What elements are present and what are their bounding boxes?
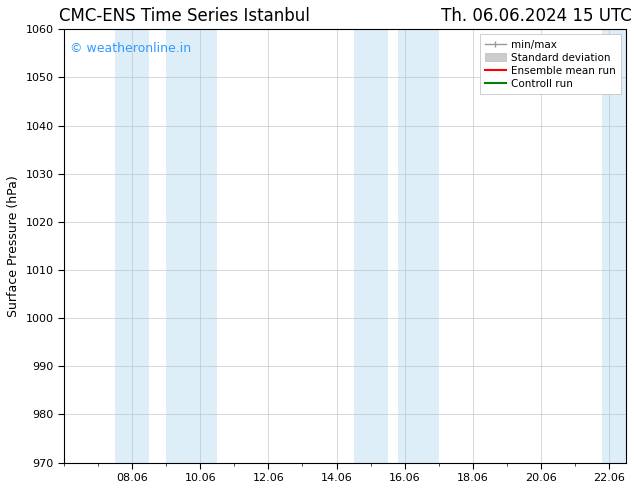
Bar [115, 29, 149, 463]
Bar [354, 29, 387, 463]
Title: CMC-ENS Time Series Istanbul                         Th. 06.06.2024 15 UTC: CMC-ENS Time Series Istanbul Th. 06.06.2… [59, 7, 631, 25]
Y-axis label: Surface Pressure (hPa): Surface Pressure (hPa) [7, 175, 20, 317]
Bar [398, 29, 439, 463]
Text: © weatheronline.in: © weatheronline.in [70, 42, 191, 55]
Legend: min/max, Standard deviation, Ensemble mean run, Controll run: min/max, Standard deviation, Ensemble me… [479, 34, 621, 94]
Bar [166, 29, 217, 463]
Bar [602, 29, 634, 463]
